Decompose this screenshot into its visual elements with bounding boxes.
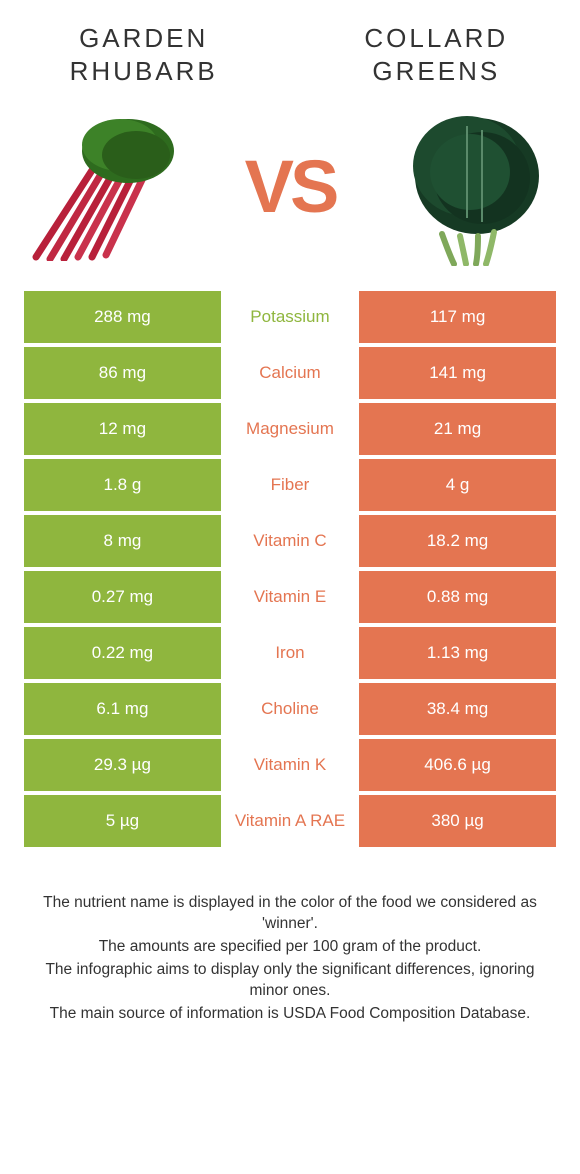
left-value: 12 mg: [24, 403, 221, 455]
right-value: 1.13 mg: [359, 627, 556, 679]
nutrient-row: 6.1 mgCholine38.4 mg: [24, 683, 556, 735]
nutrient-table: 288 mgPotassium117 mg86 mgCalcium141 mg1…: [24, 291, 556, 847]
nutrient-row: 5 µgVitamin A RAE380 µg: [24, 795, 556, 847]
titles-row: GARDEN RHUBARB COLLARD GREENS: [24, 22, 556, 87]
nutrient-name: Vitamin K: [221, 739, 359, 791]
nutrient-name: Potassium: [221, 291, 359, 343]
left-value: 288 mg: [24, 291, 221, 343]
left-value: 1.8 g: [24, 459, 221, 511]
nutrient-name: Choline: [221, 683, 359, 735]
left-value: 8 mg: [24, 515, 221, 567]
right-value: 18.2 mg: [359, 515, 556, 567]
right-value: 141 mg: [359, 347, 556, 399]
nutrient-row: 0.27 mgVitamin E0.88 mg: [24, 571, 556, 623]
nutrient-row: 288 mgPotassium117 mg: [24, 291, 556, 343]
left-value: 0.27 mg: [24, 571, 221, 623]
nutrient-name: Vitamin C: [221, 515, 359, 567]
footer-notes: The nutrient name is displayed in the co…: [24, 893, 556, 1025]
nutrient-name: Calcium: [221, 347, 359, 399]
footer-line-1: The nutrient name is displayed in the co…: [32, 893, 548, 935]
left-value: 0.22 mg: [24, 627, 221, 679]
nutrient-name: Vitamin A RAE: [221, 795, 359, 847]
right-value: 117 mg: [359, 291, 556, 343]
left-food-title: GARDEN RHUBARB: [24, 22, 263, 87]
right-value: 38.4 mg: [359, 683, 556, 735]
nutrient-row: 86 mgCalcium141 mg: [24, 347, 556, 399]
footer-line-4: The main source of information is USDA F…: [32, 1004, 548, 1025]
left-value: 5 µg: [24, 795, 221, 847]
nutrient-row: 12 mgMagnesium21 mg: [24, 403, 556, 455]
nutrient-name: Magnesium: [221, 403, 359, 455]
images-row: VS: [24, 111, 556, 261]
nutrient-row: 8 mgVitamin C18.2 mg: [24, 515, 556, 567]
right-food-title: COLLARD GREENS: [317, 22, 556, 87]
right-value: 0.88 mg: [359, 571, 556, 623]
left-food-image: [28, 111, 198, 261]
right-value: 4 g: [359, 459, 556, 511]
left-value: 86 mg: [24, 347, 221, 399]
right-value: 380 µg: [359, 795, 556, 847]
nutrient-name: Vitamin E: [221, 571, 359, 623]
right-value: 406.6 µg: [359, 739, 556, 791]
nutrient-name: Fiber: [221, 459, 359, 511]
vs-label: VS: [245, 144, 336, 229]
nutrient-row: 0.22 mgIron1.13 mg: [24, 627, 556, 679]
left-value: 6.1 mg: [24, 683, 221, 735]
left-value: 29.3 µg: [24, 739, 221, 791]
nutrient-row: 1.8 gFiber4 g: [24, 459, 556, 511]
right-food-image: [382, 111, 552, 261]
footer-line-2: The amounts are specified per 100 gram o…: [32, 937, 548, 958]
nutrient-name: Iron: [221, 627, 359, 679]
right-value: 21 mg: [359, 403, 556, 455]
nutrient-row: 29.3 µgVitamin K406.6 µg: [24, 739, 556, 791]
footer-line-3: The infographic aims to display only the…: [32, 960, 548, 1002]
infographic-container: GARDEN RHUBARB COLLARD GREENS VS: [0, 0, 580, 1025]
